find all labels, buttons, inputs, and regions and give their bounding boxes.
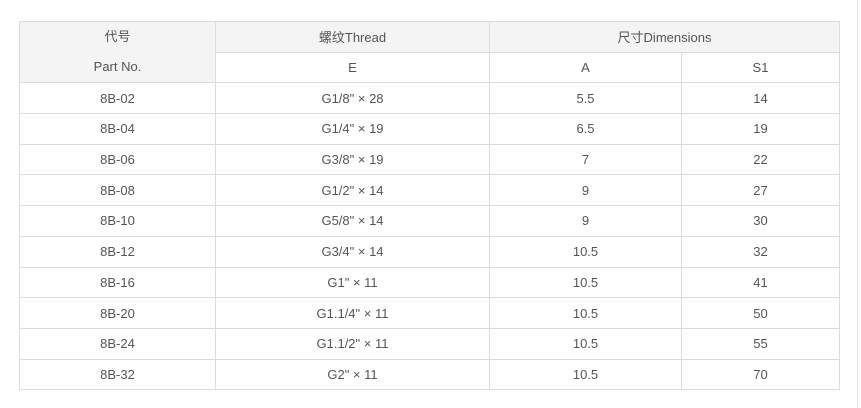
part-no-cell: 8B-20 <box>19 297 216 329</box>
dim-s1-cell: 30 <box>680 205 841 237</box>
spec-table: 代号 Part No. 螺纹Thread 尺寸Dimensions E A S1… <box>19 20 841 391</box>
part-no-cell: 8B-24 <box>19 327 216 360</box>
part-no-cell: 8B-32 <box>19 358 216 391</box>
table-row: 8B-24 G1.1/2" × 11 10.5 55 <box>19 327 841 360</box>
table-row: 8B-16 G1" × 11 10.5 41 <box>19 266 841 299</box>
dim-s1-cell: 14 <box>680 82 841 115</box>
part-no-cell: 8B-02 <box>19 82 216 115</box>
thread-e-cell: G1/2" × 14 <box>215 174 490 207</box>
dim-a-cell: 9 <box>489 205 682 237</box>
part-no-cell: 8B-06 <box>19 143 216 176</box>
thread-e-cell: G1/8" × 28 <box>215 82 490 115</box>
header-row-sub: E A S1 <box>20 51 841 84</box>
dim-a-cell: 9 <box>489 174 682 207</box>
dim-a-cell: 7 <box>489 143 682 176</box>
table-row: 8B-10 G5/8" × 14 9 30 <box>19 205 841 237</box>
header-col-e: E <box>215 51 490 84</box>
dim-a-cell: 10.5 <box>489 358 682 391</box>
dim-a-cell: 10.5 <box>489 266 682 299</box>
page-right-border <box>857 0 858 408</box>
part-no-cell: 8B-08 <box>19 174 216 207</box>
dim-s1-cell: 19 <box>680 113 841 145</box>
table-row: 8B-32 G2" × 11 10.5 70 <box>19 358 841 391</box>
table-row: 8B-20 G1.1/4" × 11 10.5 50 <box>19 297 841 329</box>
dim-s1-cell: 27 <box>680 174 841 207</box>
header-row-group: 代号 Part No. 螺纹Thread 尺寸Dimensions <box>19 20 841 84</box>
dim-a-cell: 10.5 <box>489 327 682 360</box>
part-no-cell: 8B-10 <box>19 205 216 237</box>
part-no-cell: 8B-04 <box>19 113 216 145</box>
thread-e-cell: G1.1/2" × 11 <box>215 327 490 360</box>
thread-e-cell: G3/4" × 14 <box>215 235 490 268</box>
thread-e-cell: G3/8" × 19 <box>215 143 490 176</box>
thread-e-cell: G1" × 11 <box>215 266 490 299</box>
part-no-cell: 8B-12 <box>19 235 216 268</box>
header-part-no-en: Part No. <box>93 59 142 75</box>
dim-a-cell: 6.5 <box>489 113 682 145</box>
dim-a-cell: 10.5 <box>489 235 682 268</box>
dim-s1-cell: 70 <box>680 358 841 391</box>
table-row: 8B-04 G1/4" × 19 6.5 19 <box>19 113 841 145</box>
header-thread-group: 螺纹Thread <box>215 21 490 53</box>
table-row: 8B-12 G3/4" × 14 10.5 32 <box>19 235 841 268</box>
part-no-cell: 8B-16 <box>19 266 216 299</box>
table-row: 8B-06 G3/8" × 19 7 22 <box>19 143 841 176</box>
thread-e-cell: G5/8" × 14 <box>215 205 490 237</box>
table-row: 8B-02 G1/8" × 28 5.5 14 <box>19 82 841 115</box>
dim-s1-cell: 55 <box>680 327 841 360</box>
header-col-a: A <box>489 51 682 84</box>
dim-s1-cell: 50 <box>680 297 841 329</box>
dim-a-cell: 10.5 <box>489 297 682 329</box>
dim-s1-cell: 22 <box>680 143 841 176</box>
table-row: 8B-08 G1/2" × 14 9 27 <box>19 174 841 207</box>
dim-a-cell: 5.5 <box>489 82 682 115</box>
header-part-no: 代号 Part No. <box>19 20 216 84</box>
thread-e-cell: G2" × 11 <box>215 358 490 391</box>
thread-e-cell: G1.1/4" × 11 <box>215 297 490 329</box>
dim-s1-cell: 32 <box>680 235 841 268</box>
header-col-s1: S1 <box>680 51 841 84</box>
header-part-no-zh: 代号 <box>104 29 131 45</box>
thread-e-cell: G1/4" × 19 <box>215 113 490 145</box>
dim-s1-cell: 41 <box>680 266 841 299</box>
header-dimensions-group: 尺寸Dimensions <box>488 21 841 53</box>
